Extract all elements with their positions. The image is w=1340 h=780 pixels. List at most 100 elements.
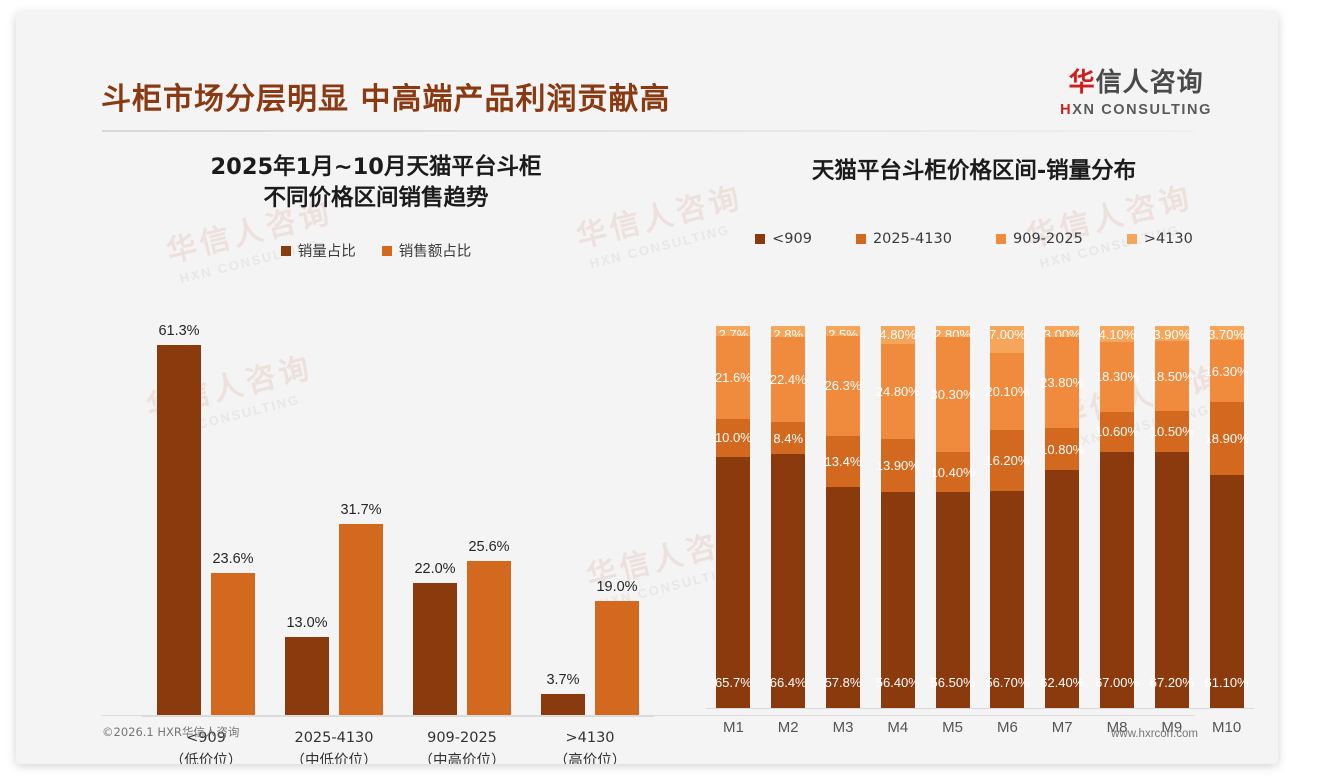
stack-segment-2025-4130[interactable]: 10.50% (1150, 411, 1194, 452)
logo-cn-red: 华 (1068, 68, 1096, 98)
stack-value-label: 8.4% (773, 430, 804, 446)
stack-segment-<909[interactable]: 62.40% (1040, 469, 1084, 708)
bar-fill (413, 582, 457, 716)
stack-segment-2025-4130[interactable]: 10.80% (1040, 428, 1084, 470)
bar-group: 22.0% 25.6% (398, 316, 526, 716)
legend-label: 销量占比 (297, 244, 356, 260)
stacked-bar-M7[interactable]: 3.00% 23.80% 10.80% 62.40% (1040, 326, 1084, 708)
stack-value-label: 10.40% (930, 464, 975, 480)
stack-segment-909-2025[interactable]: 20.10% (985, 352, 1029, 430)
stack-segment-909-2025[interactable]: 30.30% (931, 336, 975, 453)
stack-segment-2025-4130[interactable]: 16.20% (985, 429, 1029, 492)
x-axis-label-M10: M10 (1212, 719, 1242, 736)
stack-segment->4130[interactable]: 2.80% (934, 326, 971, 342)
stack-segment->4130[interactable]: 2.8% (771, 326, 806, 342)
x-axis-label-main: 2025-4130 (294, 730, 374, 746)
right-chart-panel: 天猫平台斗柜价格区间-销量分布 <909 2025-4130 909-2025 >41… (684, 152, 1264, 736)
stack-segment-909-2025[interactable]: 23.80% (1040, 337, 1084, 429)
bar-销量占比-2025-4130[interactable]: 13.0% (285, 615, 329, 716)
stack-segment->4130[interactable]: 3.90% (1153, 326, 1191, 342)
stacked-bar-M1[interactable]: 2.7% 21.6% 10.0% 65.7% (714, 326, 752, 708)
stack-segment-909-2025[interactable]: 24.80% (876, 344, 920, 440)
stack-segment-<909[interactable]: 65.7% (715, 457, 752, 708)
bar-销售额占比-<909[interactable]: 23.6% (211, 551, 255, 716)
stack-segment-<909[interactable]: 56.50% (931, 492, 975, 709)
stack-segment->4130[interactable]: 3.70% (1208, 326, 1246, 342)
bar-销售额占比-909-2025[interactable]: 25.6% (467, 539, 511, 716)
stack-segment-<909[interactable]: 56.70% (985, 491, 1029, 708)
stacked-bar-M5[interactable]: 2.80% 30.30% 10.40% 56.50% (931, 326, 975, 709)
stack-segment-909-2025[interactable]: 26.3% (824, 335, 862, 437)
legend-swatch-icon (280, 245, 291, 256)
bar-group: 13.0% 31.7% (270, 316, 398, 716)
stack-segment-909-2025[interactable]: 16.30% (1205, 340, 1249, 403)
stack-segment->4130[interactable]: 2.7% (716, 326, 751, 342)
bar-销售额占比->4130[interactable]: 19.0% (595, 579, 639, 716)
legend-item-销量占比[interactable]: 销量占比 (280, 240, 356, 261)
x-axis-label-M5: M5 (942, 719, 964, 736)
brand-logo: 华信人咨询 HXN CONSULTING (1060, 70, 1212, 118)
stack-segment-2025-4130[interactable]: 13.90% (876, 439, 920, 493)
legend-item-销售额占比[interactable]: 销售额占比 (381, 240, 471, 261)
stack-segment-909-2025[interactable]: 22.4% (770, 336, 807, 423)
bar-销售额占比-2025-4130[interactable]: 31.7% (339, 502, 383, 716)
stack-segment->4130[interactable]: 4.80% (879, 326, 916, 345)
bar-销量占比-<909[interactable]: 61.3% (157, 323, 201, 716)
stacked-bar-M10[interactable]: 3.70% 16.30% 18.90% 61.10% (1205, 326, 1249, 709)
stacked-bar-M9[interactable]: 3.90% 18.50% 10.50% 67.20% (1150, 326, 1194, 708)
stack-value-label: 26.3% (824, 378, 862, 394)
stacked-bar-M6[interactable]: 7.00% 20.10% 16.20% 56.70% (985, 326, 1029, 708)
stack-value-label: 67.20% (1149, 675, 1194, 690)
bar-value-label: 19.0% (596, 578, 638, 595)
stack-segment-<909[interactable]: 66.4% (769, 454, 807, 708)
stack-segment-2025-4130[interactable]: 10.40% (931, 452, 975, 493)
stack-value-label: 56.50% (930, 675, 975, 691)
stack-segment-<909[interactable]: 67.00% (1095, 452, 1139, 708)
left-chart-title-line2: 不同价格区间销售趋势 (263, 185, 489, 211)
bar-销量占比-909-2025[interactable]: 22.0% (413, 561, 457, 716)
stack-segment-<909[interactable]: 56.40% (876, 492, 920, 708)
x-axis-label-M1: M1 (722, 719, 744, 736)
legend-item-<909[interactable]: <909 (755, 231, 812, 247)
bar-value-label: 25.6% (468, 538, 510, 555)
stack-segment->4130[interactable]: 4.10% (1099, 326, 1135, 342)
legend-item-2025-4130[interactable]: 2025-4130 (855, 231, 952, 247)
stack-value-label: 30.30% (930, 387, 975, 403)
stack-segment->4130[interactable]: 3.00% (1044, 326, 1081, 342)
legend-label: >4130 (1143, 231, 1193, 247)
stack-value-label: 3.90% (1153, 327, 1191, 342)
slide-canvas: 华信人咨询 HXN CONSULTING 华信人咨询 HXN CONSULTIN… (16, 12, 1278, 764)
stacked-bar-M8[interactable]: 4.10% 18.30% 10.60% 67.00% (1095, 326, 1139, 708)
stack-value-label: 66.4% (769, 675, 807, 690)
left-chart-legend: 销量占比 销售额占比 (76, 240, 676, 261)
legend-item->4130[interactable]: >4130 (1126, 231, 1193, 247)
bar-销量占比->4130[interactable]: 3.7% (541, 672, 585, 716)
right-chart-plot: 2.7% 21.6% 10.0% 65.7% M1 2.8% 22.4% 8.4% 66.4% M… (706, 326, 1254, 736)
stack-segment->4130[interactable]: 2.5% (826, 326, 860, 342)
stacked-bar-M4[interactable]: 4.80% 24.80% 13.90% 56.40% (876, 326, 920, 708)
stack-segment->4130[interactable]: 7.00% (989, 326, 1026, 353)
stack-segment-909-2025[interactable]: 21.6% (715, 336, 752, 419)
stack-segment-<909[interactable]: 61.10% (1205, 474, 1249, 709)
stack-segment-909-2025[interactable]: 18.50% (1150, 340, 1194, 412)
x-axis-label-M3: M3 (832, 719, 854, 736)
stack-segment-909-2025[interactable]: 18.30% (1095, 341, 1139, 412)
stacked-bar-M3[interactable]: 2.5% 26.3% 13.4% 57.8% (824, 326, 862, 708)
legend-swatch-icon (996, 234, 1006, 244)
stack-segment-2025-4130[interactable]: 10.60% (1095, 411, 1139, 453)
legend-item-909-2025[interactable]: 909-2025 (996, 231, 1083, 247)
legend-label: 2025-4130 (872, 231, 952, 247)
stack-segment-2025-4130[interactable]: 8.4% (771, 422, 806, 455)
stack-value-label: 10.0% (714, 430, 752, 446)
stack-segment-2025-4130[interactable]: 18.90% (1205, 402, 1249, 475)
stack-segment-<909[interactable]: 57.8% (825, 487, 861, 708)
stack-segment-2025-4130[interactable]: 13.4% (825, 436, 861, 488)
stack-segment-<909[interactable]: 67.20% (1150, 451, 1194, 708)
right-chart-legend: <909 2025-4130 909-2025 >4130 (684, 231, 1264, 247)
logo-en-rest: XN CONSULTING (1072, 102, 1212, 118)
stack-value-label: 16.30% (1204, 363, 1249, 379)
stack-value-label: 3.70% (1208, 327, 1246, 342)
stack-segment-2025-4130[interactable]: 10.0% (714, 418, 752, 458)
bar-fill (339, 523, 383, 716)
stacked-bar-M2[interactable]: 2.8% 22.4% 8.4% 66.4% (769, 326, 807, 708)
